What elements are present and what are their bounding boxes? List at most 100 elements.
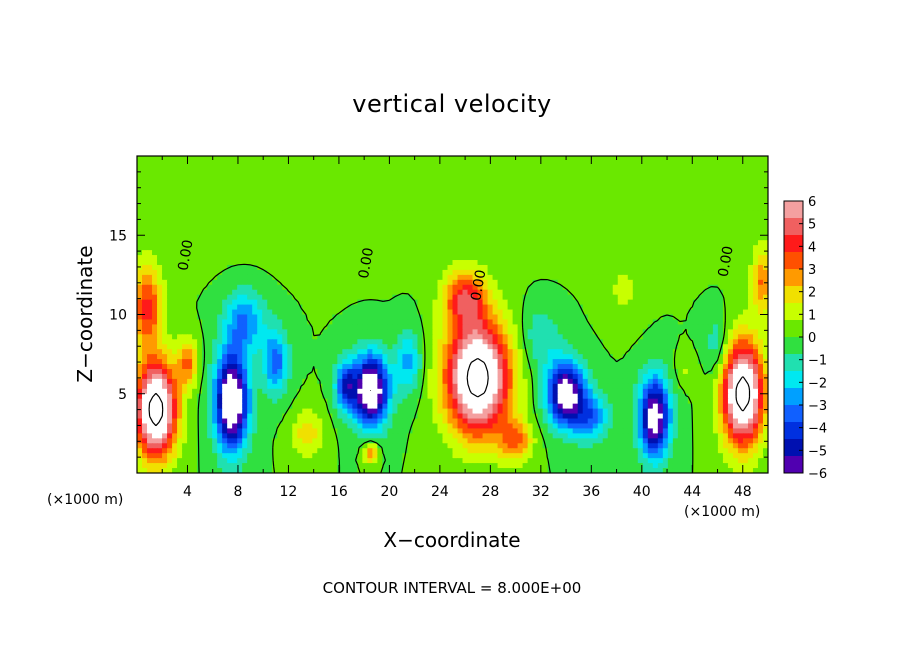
field-cell — [487, 349, 494, 355]
field-cell — [302, 264, 308, 271]
field-cell — [667, 339, 674, 345]
field-cell — [252, 165, 258, 172]
field-cell — [487, 334, 494, 340]
field-cell — [477, 220, 484, 226]
field-cell — [592, 260, 599, 266]
field-cell — [357, 324, 363, 330]
field-cell — [232, 324, 238, 330]
field-cell — [547, 205, 554, 212]
field-cell — [502, 329, 509, 335]
field-cell — [467, 255, 474, 261]
field-cell — [607, 230, 614, 236]
field-cell — [312, 175, 318, 182]
field-cell — [667, 334, 674, 340]
field-cell — [457, 225, 464, 231]
field-cell — [317, 319, 323, 325]
field-cell — [237, 260, 243, 266]
field-cell — [527, 255, 534, 261]
field-cell — [632, 319, 639, 325]
field-cell — [737, 160, 744, 167]
field-cell — [297, 170, 303, 177]
field-cell — [262, 264, 268, 271]
field-cell — [617, 185, 624, 192]
field-cell — [157, 304, 163, 311]
field-cell — [612, 165, 619, 172]
field-cell — [532, 274, 539, 281]
field-cell — [252, 215, 258, 221]
field-cell — [412, 165, 419, 172]
field-cell — [287, 269, 293, 276]
field-cell — [447, 245, 454, 251]
field-cell — [187, 324, 193, 330]
field-cell — [512, 279, 519, 286]
field-cell — [342, 299, 348, 306]
field-cell — [387, 349, 394, 355]
field-cell — [297, 165, 303, 172]
field-cell — [662, 210, 669, 217]
field-cell — [482, 210, 489, 217]
field-cell — [417, 205, 424, 212]
field-cell — [652, 160, 659, 167]
field-cell — [562, 220, 569, 226]
field-cell — [677, 235, 684, 241]
field-cell — [492, 319, 499, 325]
field-cell — [647, 334, 654, 340]
field-cell — [532, 309, 539, 316]
field-cell — [347, 255, 353, 261]
field-cell — [692, 190, 699, 197]
field-cell — [497, 264, 504, 271]
field-cell — [297, 324, 303, 330]
field-cell — [212, 314, 218, 321]
field-cell — [662, 279, 669, 286]
field-cell — [247, 165, 253, 172]
field-cell — [197, 299, 203, 306]
field-cell — [532, 175, 539, 182]
field-cell — [682, 309, 689, 316]
field-cell — [162, 205, 168, 212]
field-cell — [722, 160, 729, 167]
field-cell — [327, 170, 333, 177]
field-cell — [697, 289, 704, 296]
field-cell — [732, 255, 739, 261]
field-cell — [732, 225, 739, 231]
field-cell — [712, 294, 719, 301]
field-cell — [372, 170, 378, 177]
field-cell — [137, 160, 143, 167]
field-cell — [687, 156, 694, 162]
field-cell — [487, 309, 494, 316]
field-cell — [402, 309, 409, 316]
field-cell — [442, 225, 449, 231]
field-cell — [532, 269, 539, 276]
field-cell — [397, 294, 404, 301]
field-cell — [547, 156, 554, 162]
field-cell — [702, 255, 709, 261]
field-cell — [372, 264, 378, 271]
field-cell — [487, 190, 494, 197]
field-cell — [422, 220, 429, 226]
field-cell — [392, 205, 399, 212]
field-cell — [352, 299, 358, 306]
field-cell — [437, 230, 444, 236]
field-cell — [637, 190, 644, 197]
field-cell — [382, 264, 388, 271]
field-cell — [332, 185, 338, 192]
field-cell — [627, 309, 634, 316]
field-cell — [262, 319, 268, 325]
field-cell — [472, 175, 479, 182]
field-cell — [417, 190, 424, 197]
field-cell — [577, 210, 584, 217]
field-cell — [282, 245, 288, 251]
field-cell — [142, 334, 148, 340]
field-cell — [227, 225, 233, 231]
field-cell — [632, 274, 639, 281]
field-cell — [137, 170, 143, 177]
field-cell — [597, 264, 604, 271]
field-cell — [562, 339, 569, 345]
field-cell — [477, 210, 484, 217]
field-cell — [327, 294, 333, 301]
field-cell — [647, 156, 654, 162]
field-cell — [357, 294, 363, 301]
field-cell — [652, 319, 659, 325]
field-cell — [212, 195, 218, 202]
field-cell — [667, 329, 674, 335]
